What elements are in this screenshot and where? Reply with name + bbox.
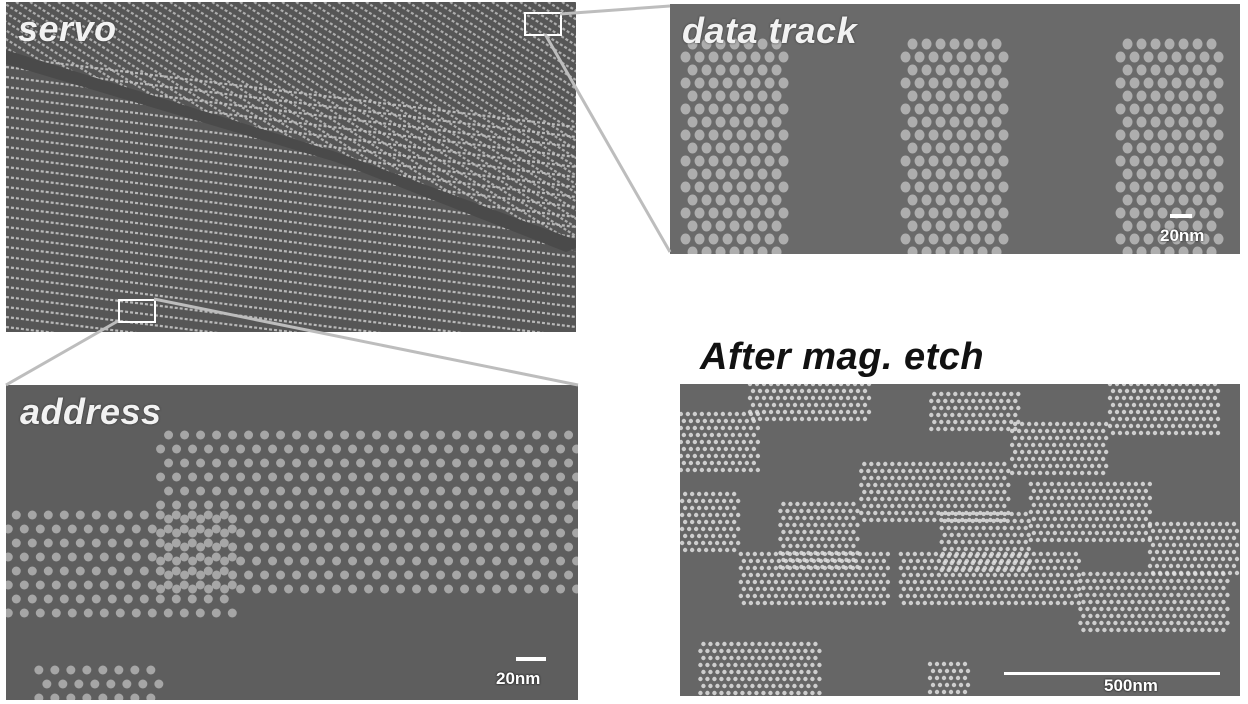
data-track-dot-bands [680, 38, 1224, 254]
etch-scale-bar [1004, 672, 1220, 675]
address-image: address 20nm [6, 385, 578, 700]
data-track-dots [680, 38, 1224, 254]
address-dots [6, 430, 578, 700]
address-label: address [20, 391, 162, 432]
servo-stripe-group [6, 2, 576, 332]
connector-line-top-1 [559, 4, 671, 16]
servo-highlight-box-bottom [118, 299, 156, 323]
address-scale-bar [516, 657, 546, 661]
etch-dot-clusters [680, 384, 1240, 696]
servo-highlight-box-top [524, 12, 562, 36]
servo-stripes [6, 2, 576, 332]
etch-title: After mag. etch [700, 336, 985, 378]
data-track-scale-label: 20nm [1160, 226, 1205, 245]
etch-patterns [680, 384, 1240, 696]
address-scale-label: 20nm [496, 669, 541, 688]
etch-scale-label: 500nm [1104, 676, 1158, 695]
address-dot-patches [6, 430, 578, 700]
data-track-image: data track 20nm [670, 4, 1240, 254]
servo-label: servo [18, 8, 117, 49]
servo-image: servo [6, 2, 576, 332]
etch-image: 500nm [680, 384, 1240, 696]
data-track-scale-bar [1170, 214, 1192, 218]
data-track-label: data track [682, 10, 858, 51]
